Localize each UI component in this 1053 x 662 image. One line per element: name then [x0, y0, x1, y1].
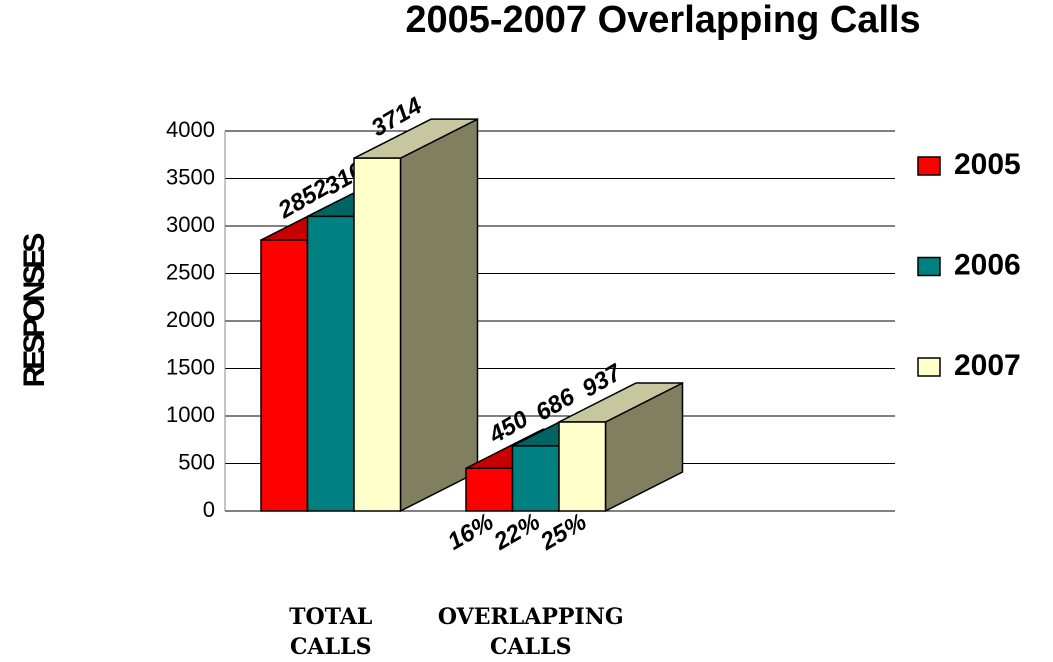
y-tick-label: 0 [203, 497, 215, 522]
legend-swatch [917, 156, 941, 176]
bar-front [260, 239, 309, 512]
x-tick-label: TOTAL CALLS [289, 604, 373, 660]
bar-front [353, 157, 402, 512]
legend-label: 2006 [954, 248, 1021, 281]
y-tick-label: 1500 [166, 354, 215, 379]
bar-front [511, 445, 560, 512]
chart-title: 2005-2007 Overlapping Calls [405, 0, 920, 41]
bar-side [399, 117, 479, 513]
y-tick-label: 500 [178, 449, 215, 474]
y-tick-label: 3000 [166, 212, 215, 237]
bar-front [558, 421, 607, 512]
y-axis-label: RESPONSES [18, 234, 51, 388]
x-tick-label: OVERLAPPING CALLS [437, 604, 624, 660]
legend-swatch [917, 357, 941, 377]
y-tick-label: 4000 [166, 117, 215, 142]
bar [353, 117, 479, 513]
y-tick-label: 1000 [166, 402, 215, 427]
legend-label: 2007 [954, 349, 1021, 382]
y-tick-label: 3500 [166, 164, 215, 189]
y-tick-label: 2000 [166, 307, 215, 332]
y-tick-label: 2500 [166, 259, 215, 284]
bar-front [306, 215, 355, 512]
legend-label: 2005 [954, 148, 1021, 181]
annotation: 25% [535, 508, 591, 556]
bar-front [465, 467, 514, 512]
legend-swatch [917, 256, 941, 277]
bar [558, 381, 684, 513]
